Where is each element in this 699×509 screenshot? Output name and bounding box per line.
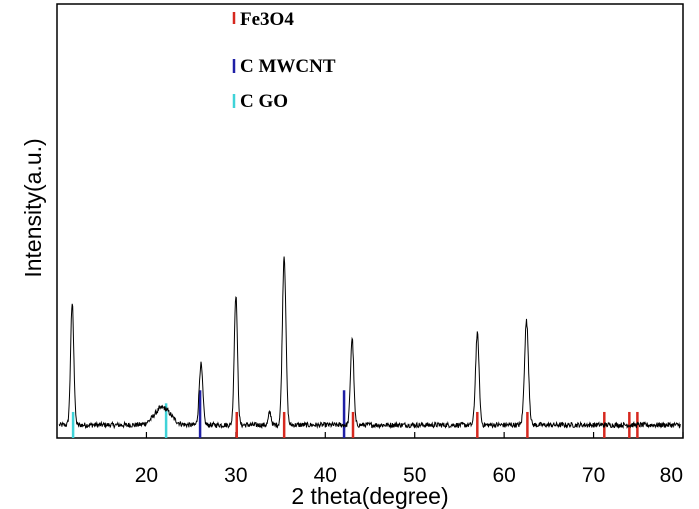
legend-label-mwcnt: C MWCNT <box>240 56 336 77</box>
legend-label-go: C GO <box>240 91 288 112</box>
legend-label-fe3o4: Fe3O4 <box>240 9 294 30</box>
reference-sticks <box>71 390 639 438</box>
x-tick-label: 40 <box>314 464 337 487</box>
legend: Fe3O4 C MWCNT C GO <box>232 9 336 112</box>
xrd-pattern-line <box>58 256 681 430</box>
y-axis-title: Intensity(a.u.) <box>20 138 46 277</box>
x-tick-label: 80 <box>660 464 683 487</box>
x-axis-ticks: 20 30 40 50 60 70 80 <box>135 432 684 487</box>
x-tick-label: 20 <box>135 464 158 487</box>
plot-frame <box>56 3 684 439</box>
x-tick-label: 60 <box>492 464 515 487</box>
x-tick-label: 30 <box>224 464 247 487</box>
x-tick-label: 50 <box>403 464 426 487</box>
x-tick-label: 70 <box>582 464 605 487</box>
x-axis-title: 2 theta(degree) <box>291 483 448 509</box>
